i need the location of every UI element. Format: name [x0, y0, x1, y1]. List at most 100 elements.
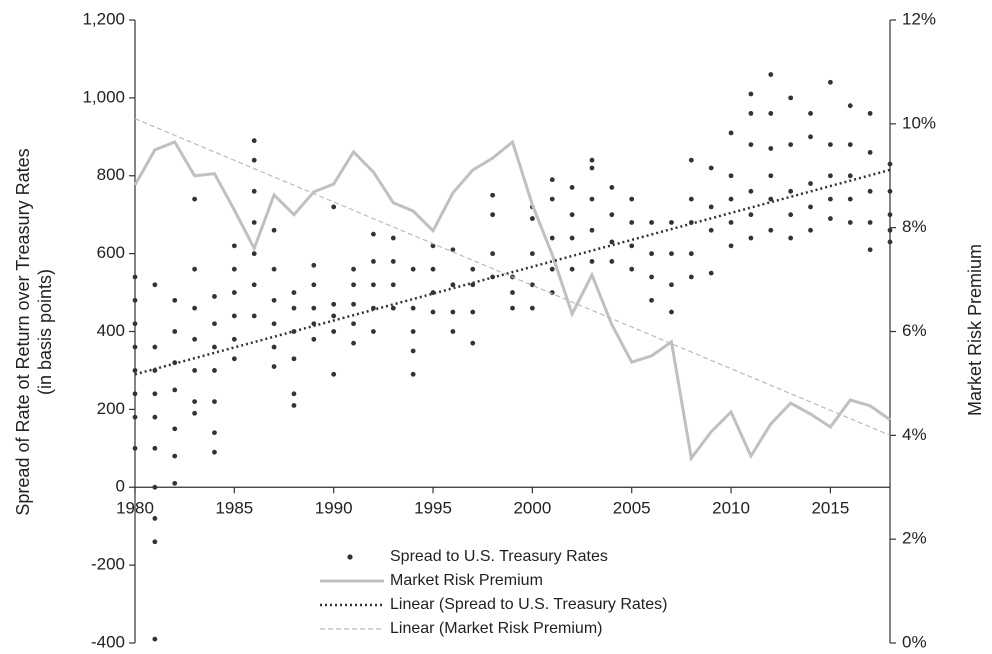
data-point [152, 282, 158, 288]
data-point [192, 368, 198, 373]
data-point [390, 282, 396, 288]
data-point [669, 309, 674, 315]
data-point [788, 188, 794, 194]
data-point [351, 301, 356, 307]
legend-label: Linear (Market Risk Premium) [390, 620, 602, 637]
data-point [371, 259, 376, 264]
data-point [708, 204, 714, 210]
data-point [251, 188, 257, 194]
data-point [549, 177, 555, 183]
y2-tick-label: 6% [902, 321, 927, 340]
data-point [688, 196, 694, 202]
x-tick-label: 2010 [712, 499, 750, 518]
data-point [152, 516, 158, 521]
data-point [192, 196, 198, 202]
data-point [768, 146, 774, 151]
data-point [331, 371, 337, 377]
data-point [192, 410, 198, 416]
data-point [589, 157, 595, 163]
data-point [271, 321, 277, 327]
data-point [231, 243, 237, 249]
data-point [132, 297, 138, 303]
data-point [728, 173, 734, 179]
data-point [649, 220, 654, 225]
data-point [887, 161, 893, 167]
data-point [490, 212, 496, 218]
data-point [569, 185, 575, 190]
data-point [351, 340, 356, 346]
series-line [133, 139, 891, 462]
data-point [887, 188, 893, 194]
data-point [231, 313, 237, 319]
data-point [251, 313, 257, 319]
data-point [212, 294, 217, 299]
data-point [808, 227, 813, 233]
data-point [490, 192, 496, 198]
y-tick-label: 0 [116, 477, 125, 496]
data-point [748, 235, 754, 241]
data-point [351, 282, 356, 288]
data-point [172, 453, 178, 459]
y2-tick-label: 10% [902, 113, 936, 132]
x-tick-label: 2000 [513, 499, 551, 518]
data-point [748, 91, 754, 97]
data-point [291, 356, 297, 362]
data-point [788, 142, 794, 148]
data-point [629, 196, 635, 202]
data-point [549, 266, 555, 272]
data-point [271, 364, 277, 369]
data-point [291, 403, 297, 408]
data-point [867, 149, 873, 155]
x-tick-label: 1985 [215, 499, 253, 518]
y-tick-label: 600 [97, 243, 125, 262]
data-point [152, 344, 158, 350]
data-point [887, 239, 893, 245]
data-point [470, 266, 476, 272]
data-point [212, 399, 217, 404]
data-point [847, 173, 853, 179]
data-point [430, 266, 436, 272]
data-point [748, 111, 754, 116]
data-point [212, 449, 217, 455]
y-tick-label: 400 [97, 321, 125, 340]
data-point [410, 348, 416, 354]
data-point [569, 266, 575, 272]
data-point [728, 196, 734, 202]
data-point [808, 134, 813, 140]
data-point [132, 445, 138, 451]
data-point [390, 235, 396, 241]
data-point [629, 243, 635, 249]
data-point [470, 340, 476, 346]
x-tick-label: 1995 [414, 499, 452, 518]
data-point [271, 297, 277, 303]
data-point [251, 220, 257, 225]
data-point [291, 290, 297, 295]
data-point [152, 445, 158, 451]
data-point [569, 212, 575, 218]
y-axis-label: Spread of Rate ot Return over Treasury R… [13, 148, 33, 515]
data-point [351, 266, 356, 272]
data-point [132, 321, 138, 327]
data-point [510, 305, 515, 311]
data-point [132, 344, 138, 350]
data-point [251, 251, 257, 257]
data-point [231, 266, 237, 272]
data-point [172, 387, 178, 393]
data-point [331, 329, 337, 334]
data-point [808, 181, 813, 186]
data-point [768, 111, 774, 116]
data-point [331, 204, 337, 210]
y2-tick-label: 4% [902, 425, 927, 444]
data-point [609, 239, 615, 245]
data-point [490, 251, 496, 257]
data-point [708, 165, 714, 171]
data-point [529, 251, 535, 257]
data-point [788, 235, 794, 241]
data-point [629, 220, 635, 225]
data-point [867, 247, 873, 253]
data-point [589, 227, 595, 233]
data-point [549, 235, 555, 241]
data-point [748, 188, 754, 194]
data-point [867, 188, 873, 194]
